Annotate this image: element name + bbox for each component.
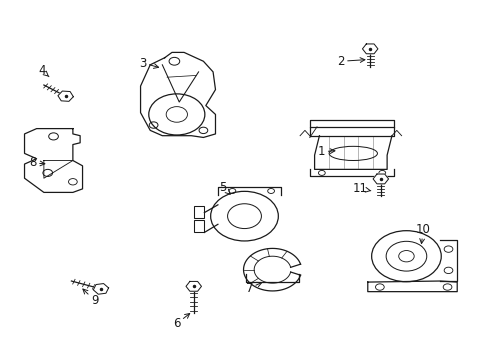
Polygon shape [362,44,377,54]
Text: 8: 8 [29,157,45,170]
Bar [193,220,204,233]
Text: 4: 4 [39,64,49,77]
Text: 1: 1 [318,145,334,158]
Polygon shape [93,284,108,294]
Polygon shape [372,174,388,184]
Bar [193,206,204,218]
Text: 10: 10 [415,223,430,243]
Text: 7: 7 [245,282,261,294]
Text: 5: 5 [219,181,230,194]
Polygon shape [185,282,201,291]
Text: 3: 3 [139,57,158,69]
Polygon shape [58,91,73,101]
Text: 6: 6 [173,314,189,330]
Text: 11: 11 [352,183,370,195]
Text: 2: 2 [337,55,364,68]
Text: 9: 9 [83,289,98,307]
